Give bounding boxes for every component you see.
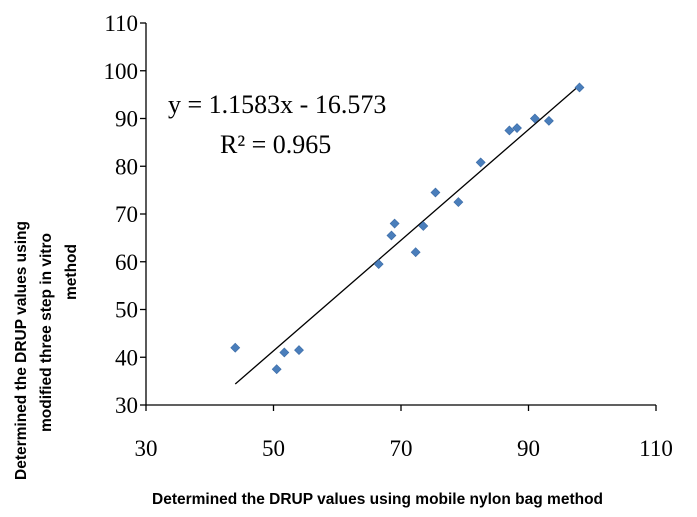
x-tick-label: 110 bbox=[639, 436, 673, 461]
axes: 30 40 50 60 70 80 90 100 110 30 50 70 90 110 bbox=[104, 11, 673, 461]
trendline-equation: y = 1.1583x - 16.573 bbox=[168, 90, 386, 119]
y-tick-label: 70 bbox=[115, 202, 138, 227]
x-ticks: 30 50 70 90 110 bbox=[135, 405, 673, 461]
data-point bbox=[373, 259, 384, 270]
data-point bbox=[574, 82, 585, 93]
y-tick-label: 40 bbox=[115, 345, 138, 370]
y-tick-label: 60 bbox=[115, 250, 138, 275]
data-point bbox=[271, 364, 282, 375]
x-tick-label: 50 bbox=[262, 436, 285, 461]
data-point bbox=[543, 115, 554, 126]
y-axis-title-line-1: Determined the DRUP values using bbox=[13, 221, 30, 480]
data-point bbox=[504, 125, 515, 136]
data-point bbox=[294, 345, 304, 356]
y-tick-label: 50 bbox=[115, 298, 138, 323]
data-point bbox=[453, 197, 464, 207]
data-point bbox=[475, 157, 486, 168]
x-tick-label: 90 bbox=[517, 436, 540, 461]
x-tick-label: 30 bbox=[135, 436, 158, 461]
y-tick-label: 110 bbox=[104, 11, 138, 36]
data-point bbox=[410, 247, 421, 258]
data-point bbox=[230, 342, 241, 353]
r-squared-label: R² = 0.965 bbox=[220, 130, 331, 159]
x-tick-label: 70 bbox=[390, 436, 413, 461]
data-point bbox=[279, 347, 290, 358]
y-tick-label: 30 bbox=[115, 393, 138, 418]
trendline bbox=[234, 84, 580, 385]
data-point bbox=[418, 221, 429, 231]
y-axis-title: Determined the DRUP values using modifie… bbox=[13, 221, 80, 480]
y-axis-title-line-2: modified three step in vitro bbox=[38, 233, 55, 432]
data-point bbox=[386, 230, 397, 241]
data-point bbox=[430, 187, 441, 198]
data-points bbox=[230, 82, 585, 375]
y-ticks: 30 40 50 60 70 80 90 100 110 bbox=[104, 11, 146, 418]
y-tick-label: 80 bbox=[115, 154, 138, 179]
y-axis-title-line-3: method bbox=[63, 244, 80, 300]
data-point bbox=[389, 218, 400, 229]
y-tick-label: 100 bbox=[104, 59, 139, 84]
data-point bbox=[529, 113, 540, 124]
y-tick-label: 90 bbox=[115, 107, 138, 132]
x-axis-title: Determined the DRUP values using mobile … bbox=[152, 491, 603, 508]
data-point bbox=[512, 123, 522, 133]
